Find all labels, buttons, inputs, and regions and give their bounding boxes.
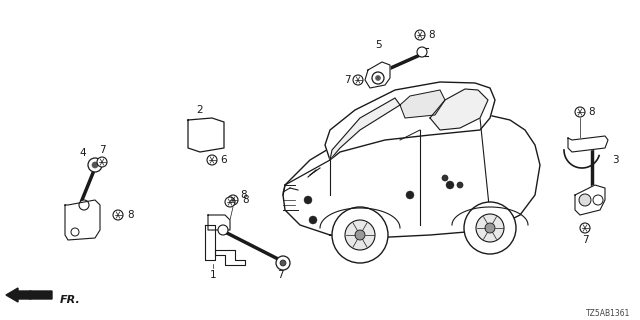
Polygon shape bbox=[188, 118, 224, 152]
Circle shape bbox=[355, 230, 365, 240]
Circle shape bbox=[71, 228, 79, 236]
Circle shape bbox=[332, 207, 388, 263]
Polygon shape bbox=[208, 215, 230, 230]
Circle shape bbox=[309, 216, 317, 224]
Circle shape bbox=[353, 75, 363, 85]
Circle shape bbox=[575, 107, 585, 117]
Circle shape bbox=[580, 223, 590, 233]
Text: 8: 8 bbox=[240, 190, 246, 200]
Polygon shape bbox=[283, 110, 540, 237]
Circle shape bbox=[276, 256, 290, 270]
Circle shape bbox=[207, 155, 217, 165]
Circle shape bbox=[464, 202, 516, 254]
Text: TZ5AB1361: TZ5AB1361 bbox=[586, 308, 630, 317]
Circle shape bbox=[593, 195, 603, 205]
Text: 6: 6 bbox=[220, 155, 227, 165]
FancyArrow shape bbox=[6, 288, 52, 302]
Circle shape bbox=[485, 223, 495, 233]
Circle shape bbox=[345, 220, 375, 250]
Polygon shape bbox=[325, 82, 495, 160]
Circle shape bbox=[218, 225, 228, 235]
Circle shape bbox=[280, 260, 286, 266]
Circle shape bbox=[372, 72, 384, 84]
Circle shape bbox=[442, 175, 448, 181]
Polygon shape bbox=[330, 98, 400, 160]
Polygon shape bbox=[400, 90, 445, 118]
Text: 4: 4 bbox=[80, 148, 86, 158]
Circle shape bbox=[417, 47, 427, 57]
Text: 5: 5 bbox=[374, 40, 381, 50]
Text: 2: 2 bbox=[196, 105, 204, 115]
Circle shape bbox=[225, 197, 235, 207]
Text: 8: 8 bbox=[242, 195, 248, 205]
Text: 1: 1 bbox=[210, 270, 216, 280]
Circle shape bbox=[446, 181, 454, 189]
Polygon shape bbox=[365, 62, 390, 88]
Polygon shape bbox=[205, 225, 245, 265]
Text: 8: 8 bbox=[588, 107, 595, 117]
Circle shape bbox=[476, 214, 504, 242]
Circle shape bbox=[376, 76, 381, 81]
Circle shape bbox=[579, 194, 591, 206]
Polygon shape bbox=[430, 89, 488, 130]
Circle shape bbox=[79, 200, 89, 210]
Text: 8: 8 bbox=[127, 210, 134, 220]
Polygon shape bbox=[568, 136, 608, 152]
Text: FR.: FR. bbox=[60, 295, 81, 305]
Circle shape bbox=[92, 162, 98, 168]
Text: 7: 7 bbox=[582, 235, 588, 245]
Circle shape bbox=[88, 158, 102, 172]
Circle shape bbox=[113, 210, 123, 220]
Text: 7: 7 bbox=[99, 145, 106, 155]
Text: 7: 7 bbox=[344, 75, 350, 85]
Text: 3: 3 bbox=[612, 155, 619, 165]
Circle shape bbox=[457, 182, 463, 188]
Circle shape bbox=[228, 195, 238, 205]
Circle shape bbox=[304, 196, 312, 204]
Circle shape bbox=[406, 191, 414, 199]
Polygon shape bbox=[65, 200, 100, 240]
Circle shape bbox=[415, 30, 425, 40]
Circle shape bbox=[97, 157, 107, 167]
Polygon shape bbox=[575, 185, 605, 215]
Text: 7: 7 bbox=[276, 270, 284, 280]
Text: 8: 8 bbox=[428, 30, 435, 40]
